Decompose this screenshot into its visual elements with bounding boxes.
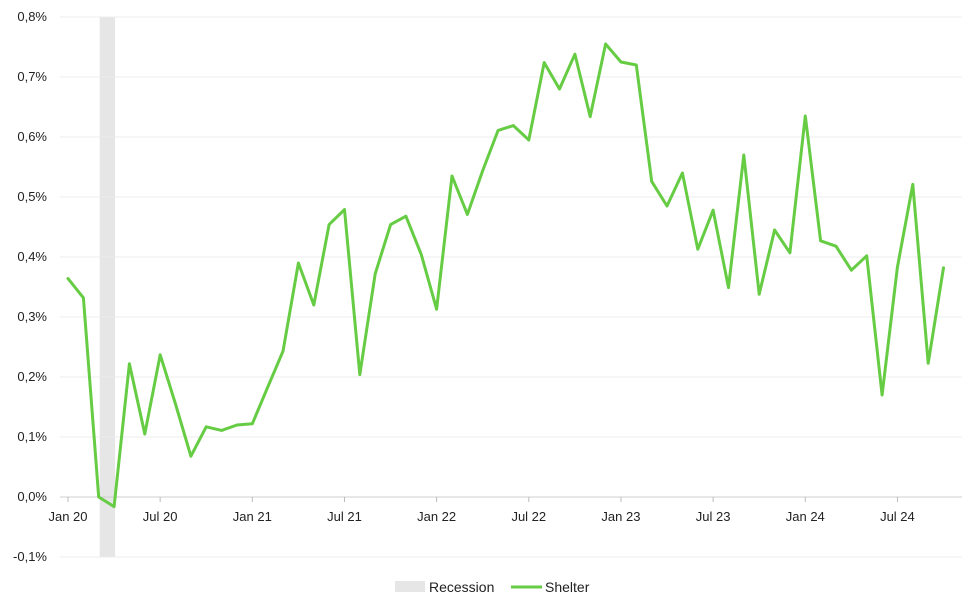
data-point: [896, 265, 899, 269]
legend-label-shelter: Shelter: [545, 579, 590, 595]
data-point: [742, 153, 746, 157]
y-tick-label: 0,0%: [17, 489, 47, 504]
data-point: [757, 292, 761, 296]
data-point: [819, 239, 822, 243]
data-point: [450, 174, 454, 178]
data-point: [143, 432, 147, 436]
x-tick-label: Jul 21: [327, 509, 362, 524]
data-point: [665, 204, 669, 208]
data-point: [911, 183, 915, 186]
x-tick-label: Jul 23: [696, 509, 731, 524]
x-tick-label: Jul 22: [511, 509, 546, 524]
data-point: [266, 385, 269, 389]
y-tick-label: 0,1%: [17, 429, 47, 444]
series-layer: [66, 42, 945, 509]
data-point: [435, 307, 438, 311]
data-point: [389, 223, 392, 226]
y-tick-label: 0,3%: [17, 309, 47, 324]
data-point: [850, 268, 853, 272]
x-tick-label: Jan 21: [233, 509, 272, 524]
data-point: [496, 129, 500, 132]
recession-band: [99, 17, 116, 557]
data-point: [942, 266, 945, 270]
data-point: [404, 214, 408, 218]
y-tick-label: 0,2%: [17, 369, 47, 384]
x-tick-label: Jan 24: [786, 509, 825, 524]
data-point: [235, 423, 239, 427]
data-point: [481, 169, 485, 172]
data-point: [82, 296, 85, 300]
data-point: [773, 228, 776, 232]
y-tick-label: 0,7%: [17, 69, 47, 84]
series-line-shelter: [66, 42, 945, 509]
data-point: [297, 261, 300, 265]
data-point: [696, 247, 700, 251]
data-point: [204, 425, 208, 429]
data-point: [174, 402, 177, 406]
data-point: [158, 353, 162, 357]
data-point: [312, 303, 316, 307]
data-point: [865, 254, 869, 258]
data-point: [343, 208, 346, 211]
x-tick-label: Jul 24: [880, 509, 915, 524]
recession-band-layer: [99, 17, 116, 557]
data-point: [926, 361, 930, 365]
data-point: [803, 114, 807, 118]
data-point: [251, 422, 254, 426]
data-point: [650, 180, 653, 183]
data-point: [711, 208, 715, 212]
data-point: [542, 61, 546, 64]
data-point: [466, 213, 469, 216]
data-point: [527, 138, 531, 142]
data-point: [558, 87, 561, 91]
x-tick-label: Jan 23: [601, 509, 640, 524]
data-point: [189, 454, 193, 458]
data-point: [358, 373, 362, 376]
data-point: [327, 223, 331, 226]
y-tick-label: 0,6%: [17, 129, 47, 144]
data-point: [635, 63, 638, 67]
data-point: [788, 251, 792, 255]
data-point: [573, 52, 577, 56]
data-point: [681, 171, 684, 175]
y-tick-label: 0,4%: [17, 249, 47, 264]
data-point: [604, 42, 607, 46]
grid-layer: [60, 16, 962, 558]
legend: Recession Shelter: [395, 579, 590, 595]
data-point: [373, 272, 377, 276]
y-tick-label: 0,8%: [17, 9, 47, 24]
x-tick-label: Jan 22: [417, 509, 456, 524]
data-point: [281, 349, 285, 353]
data-point: [128, 362, 131, 366]
data-point: [834, 244, 838, 248]
y-tick-label: -0,1%: [13, 549, 47, 564]
data-point: [220, 429, 223, 432]
data-point: [512, 124, 515, 127]
data-point: [588, 115, 592, 118]
data-point: [727, 286, 730, 289]
axis-layer: -0,1% 0,0% 0,1% 0,2% 0,3% 0,4% 0,5% 0,6% 0,7% 0,8…: [13, 9, 962, 564]
x-tick-label: Jul 20: [143, 509, 178, 524]
data-point: [419, 253, 423, 256]
data-point: [66, 277, 70, 280]
data-point: [880, 393, 884, 397]
legend-label-recession: Recession: [429, 579, 494, 595]
legend-swatch-recession: [395, 581, 425, 592]
x-tick-label: Jan 20: [48, 509, 87, 524]
data-point: [112, 505, 116, 508]
y-tick-label: 0,5%: [17, 189, 47, 204]
data-point: [619, 60, 623, 64]
data-point: [97, 495, 101, 499]
